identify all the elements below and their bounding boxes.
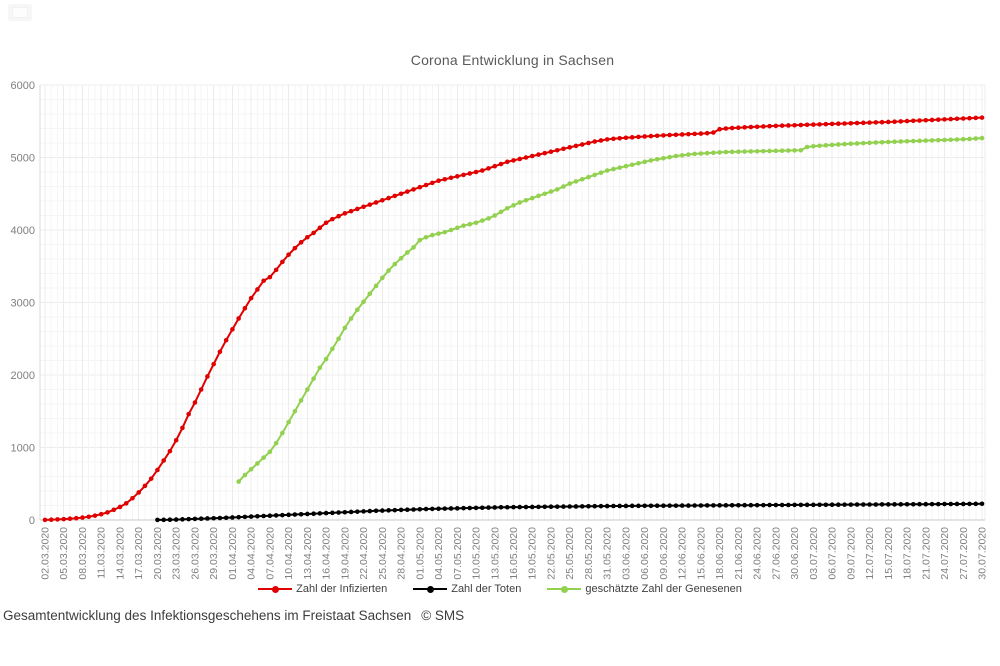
svg-text:12.07.2020: 12.07.2020 [864, 527, 876, 580]
chart-legend: Zahl der Infizierten Zahl der Toten gesc… [0, 583, 1000, 595]
svg-text:28.05.2020: 28.05.2020 [583, 527, 595, 580]
copyright-text: © SMS [421, 608, 465, 623]
svg-text:1000: 1000 [11, 443, 35, 455]
svg-text:19.05.2020: 19.05.2020 [527, 527, 539, 580]
svg-text:02.03.2020: 02.03.2020 [40, 527, 52, 580]
svg-text:14.03.2020: 14.03.2020 [114, 527, 126, 580]
svg-text:18.06.2020: 18.06.2020 [714, 527, 726, 580]
svg-text:01.05.2020: 01.05.2020 [414, 527, 426, 580]
svg-text:21.06.2020: 21.06.2020 [733, 527, 745, 580]
svg-text:07.04.2020: 07.04.2020 [264, 527, 276, 580]
svg-text:24.06.2020: 24.06.2020 [752, 527, 764, 580]
svg-text:22.04.2020: 22.04.2020 [358, 527, 370, 580]
legend-item-genesene: geschätzte Zahl der Genesenen [547, 583, 742, 595]
svg-text:5000: 5000 [11, 153, 35, 165]
svg-text:23.03.2020: 23.03.2020 [171, 527, 183, 580]
svg-text:3000: 3000 [11, 298, 35, 310]
svg-text:25.05.2020: 25.05.2020 [564, 527, 576, 580]
recovered-series-marker-icon [547, 585, 582, 593]
svg-text:04.04.2020: 04.04.2020 [246, 527, 258, 580]
chart-caption: Gesamtentwicklung des Infektionsgeschehe… [3, 608, 464, 623]
svg-text:31.05.2020: 31.05.2020 [602, 527, 614, 580]
svg-text:30.06.2020: 30.06.2020 [789, 527, 801, 580]
svg-text:28.04.2020: 28.04.2020 [396, 527, 408, 580]
svg-text:05.03.2020: 05.03.2020 [58, 527, 70, 580]
legend-label-tote: Zahl der Toten [451, 583, 522, 595]
svg-text:06.07.2020: 06.07.2020 [827, 527, 839, 580]
svg-text:17.03.2020: 17.03.2020 [133, 527, 145, 580]
svg-text:21.07.2020: 21.07.2020 [920, 527, 932, 580]
legend-label-infizierte: Zahl der Infizierten [296, 583, 388, 595]
svg-text:12.06.2020: 12.06.2020 [677, 527, 689, 580]
svg-text:30.07.2020: 30.07.2020 [977, 527, 989, 580]
svg-text:15.06.2020: 15.06.2020 [695, 527, 707, 580]
svg-text:03.07.2020: 03.07.2020 [808, 527, 820, 580]
svg-text:29.03.2020: 29.03.2020 [208, 527, 220, 580]
svg-text:11.03.2020: 11.03.2020 [96, 527, 108, 579]
svg-text:25.04.2020: 25.04.2020 [377, 527, 389, 580]
caption-text: Gesamtentwicklung des Infektionsgeschehe… [3, 608, 412, 623]
svg-text:16.04.2020: 16.04.2020 [321, 527, 333, 580]
svg-text:27.06.2020: 27.06.2020 [770, 527, 782, 580]
svg-text:0: 0 [29, 515, 35, 527]
svg-text:18.07.2020: 18.07.2020 [902, 527, 914, 580]
legend-item-infizierte: Zahl der Infizierten [258, 583, 387, 595]
svg-text:09.06.2020: 09.06.2020 [658, 527, 670, 580]
svg-text:2000: 2000 [11, 370, 35, 382]
svg-text:07.05.2020: 07.05.2020 [452, 527, 464, 580]
svg-text:16.05.2020: 16.05.2020 [508, 527, 520, 580]
svg-text:09.07.2020: 09.07.2020 [845, 527, 857, 580]
svg-text:19.04.2020: 19.04.2020 [339, 527, 351, 580]
legend-item-tote: Zahl der Toten [413, 583, 521, 595]
svg-text:4000: 4000 [11, 225, 35, 237]
svg-text:10.04.2020: 10.04.2020 [283, 527, 295, 580]
svg-text:24.07.2020: 24.07.2020 [939, 527, 951, 580]
svg-text:22.05.2020: 22.05.2020 [545, 527, 557, 580]
svg-text:6000: 6000 [11, 80, 35, 92]
svg-text:06.06.2020: 06.06.2020 [639, 527, 651, 580]
svg-text:03.06.2020: 03.06.2020 [620, 527, 632, 580]
image-placeholder-icon [8, 4, 32, 21]
svg-text:15.07.2020: 15.07.2020 [883, 527, 895, 580]
svg-text:01.04.2020: 01.04.2020 [227, 527, 239, 580]
infected-series-marker-icon [258, 585, 293, 593]
svg-text:04.05.2020: 04.05.2020 [433, 527, 445, 580]
svg-text:08.03.2020: 08.03.2020 [77, 527, 89, 580]
svg-text:27.07.2020: 27.07.2020 [958, 527, 970, 580]
svg-text:20.03.2020: 20.03.2020 [152, 527, 164, 580]
svg-text:13.04.2020: 13.04.2020 [302, 527, 314, 580]
svg-text:10.05.2020: 10.05.2020 [471, 527, 483, 580]
chart-title: Corona Entwicklung in Sachsen [410, 52, 615, 68]
legend-label-genesene: geschätzte Zahl der Genesenen [585, 583, 742, 595]
deaths-series-marker-icon [413, 585, 448, 593]
svg-text:13.05.2020: 13.05.2020 [489, 527, 501, 580]
svg-text:26.03.2020: 26.03.2020 [189, 527, 201, 580]
